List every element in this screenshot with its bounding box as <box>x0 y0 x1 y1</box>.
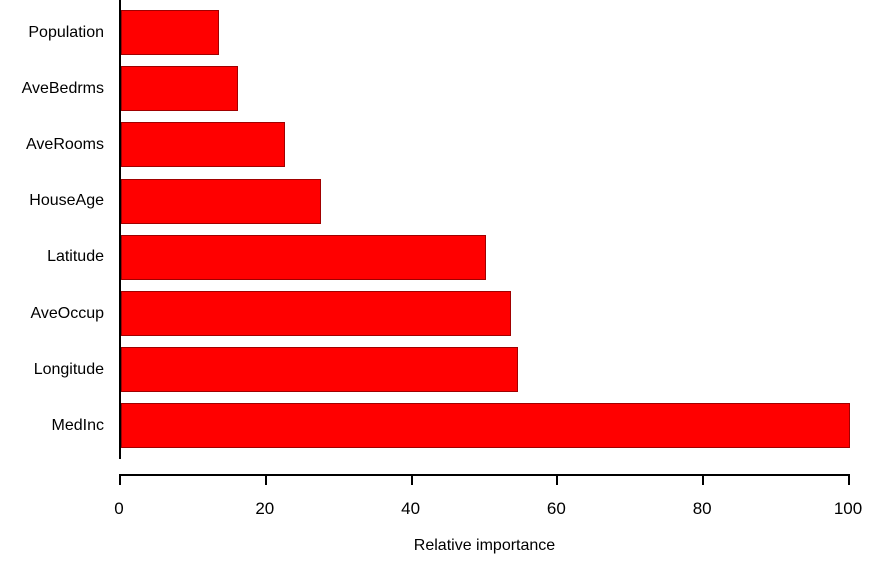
bar-longitude <box>121 347 519 393</box>
x-tick-label-60: 60 <box>546 499 566 518</box>
category-label-houseage: HouseAge <box>29 192 104 210</box>
x-tick-label-20: 20 <box>255 499 275 518</box>
category-label-longitude: Longitude <box>33 360 104 378</box>
bar-houseage <box>121 178 322 224</box>
x-axis-line <box>119 474 850 476</box>
x-tick-100 <box>848 476 850 485</box>
x-tick-60 <box>556 476 559 485</box>
bar-latitude <box>121 234 486 280</box>
x-axis-title: Relative importance <box>413 537 556 554</box>
x-tick-80 <box>702 476 705 485</box>
category-label-aveoccup: AveOccup <box>30 304 104 322</box>
bar-avebedrms <box>121 66 238 112</box>
category-label-population: Population <box>28 23 104 41</box>
category-label-medinc: MedInc <box>51 416 104 434</box>
bar-population <box>121 10 220 55</box>
y-axis-line <box>119 0 121 459</box>
category-label-averooms: AveRooms <box>26 135 104 153</box>
x-tick-label-80: 80 <box>692 499 712 518</box>
x-tick-40 <box>410 476 413 485</box>
bar-medinc <box>121 403 850 449</box>
x-tick-20 <box>264 476 267 485</box>
category-label-latitude: Latitude <box>47 248 104 266</box>
x-tick-label-40: 40 <box>401 499 421 518</box>
x-tick-label-100: 100 <box>833 499 863 518</box>
x-tick-label-0: 0 <box>114 499 124 518</box>
bar-averooms <box>121 122 286 168</box>
category-label-avebedrms: AveBedrms <box>21 79 104 97</box>
bar-aveoccup <box>121 291 511 336</box>
x-tick-0 <box>119 476 121 485</box>
